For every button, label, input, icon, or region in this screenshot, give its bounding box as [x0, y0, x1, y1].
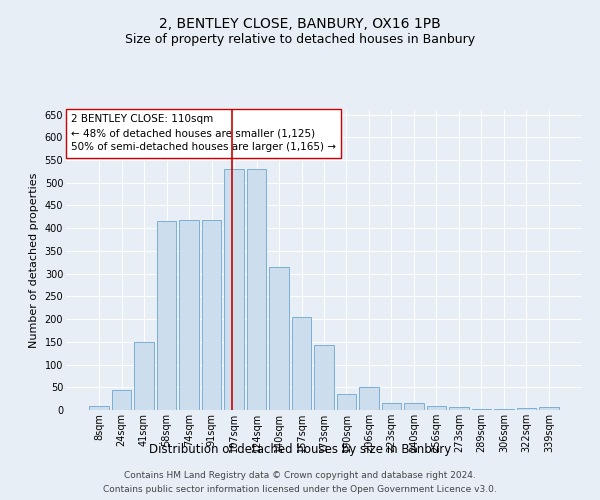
Bar [112, 390, 131, 410]
Text: Contains public sector information licensed under the Open Government Licence v3: Contains public sector information licen… [103, 484, 497, 494]
Text: 2 BENTLEY CLOSE: 110sqm
← 48% of detached houses are smaller (1,125)
50% of semi: 2 BENTLEY CLOSE: 110sqm ← 48% of detache… [71, 114, 336, 152]
Text: Distribution of detached houses by size in Banbury: Distribution of detached houses by size … [149, 444, 451, 456]
Bar [202, 220, 221, 410]
Bar [517, 408, 536, 410]
Bar [494, 409, 514, 410]
Text: Contains HM Land Registry data © Crown copyright and database right 2024.: Contains HM Land Registry data © Crown c… [124, 472, 476, 480]
Text: 2, BENTLEY CLOSE, BANBURY, OX16 1PB: 2, BENTLEY CLOSE, BANBURY, OX16 1PB [159, 18, 441, 32]
Bar [247, 169, 266, 410]
Bar [404, 403, 424, 410]
Bar [472, 409, 491, 410]
Bar [292, 317, 311, 410]
Bar [224, 169, 244, 410]
Bar [359, 388, 379, 410]
Bar [134, 342, 154, 410]
Bar [157, 222, 176, 410]
Bar [449, 408, 469, 410]
Y-axis label: Number of detached properties: Number of detached properties [29, 172, 39, 348]
Bar [539, 408, 559, 410]
Bar [382, 403, 401, 410]
Bar [314, 345, 334, 410]
Bar [179, 220, 199, 410]
Bar [427, 406, 446, 410]
Bar [269, 267, 289, 410]
Bar [89, 406, 109, 410]
Bar [337, 394, 356, 410]
Text: Size of property relative to detached houses in Banbury: Size of property relative to detached ho… [125, 32, 475, 46]
